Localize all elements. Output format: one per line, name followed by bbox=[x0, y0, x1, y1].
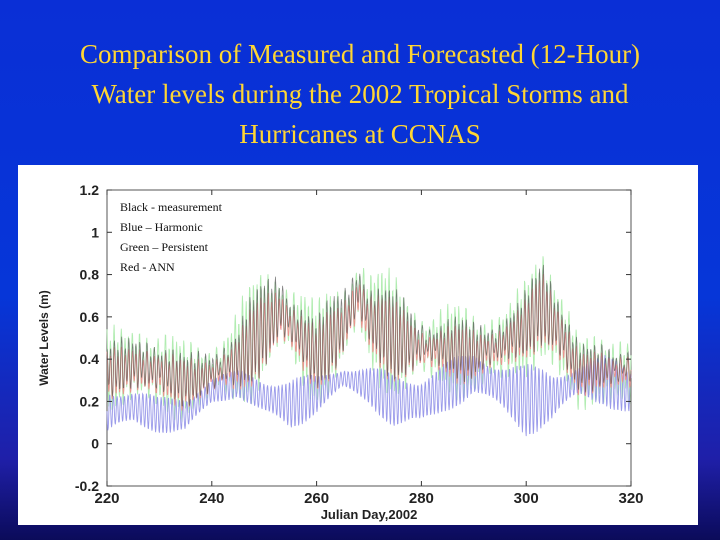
slide-title: Comparison of Measured and Forecasted (1… bbox=[10, 34, 710, 154]
x-tick-label: 220 bbox=[94, 490, 119, 507]
legend: Black - measurement Blue – Harmonic Gree… bbox=[120, 197, 222, 277]
y-tick-label: 0.2 bbox=[80, 393, 100, 409]
x-axis-title: Julian Day,2002 bbox=[321, 507, 418, 522]
y-tick-label: 0.4 bbox=[80, 351, 100, 367]
x-tick-label: 240 bbox=[199, 490, 224, 507]
legend-entry-measurement: Black - measurement bbox=[120, 200, 222, 214]
y-tick-label: -0.2 bbox=[75, 478, 99, 494]
legend-entry-ann: Red - ANN bbox=[120, 260, 175, 274]
title-line-2: Water levels during the 2002 Tropical St… bbox=[91, 79, 629, 109]
x-tick-label: 260 bbox=[304, 490, 329, 507]
y-tick-label: 0.8 bbox=[80, 267, 100, 283]
water-level-chart: 220 240 260 280 300 3201.210.80.60.40.20-0.2 … bbox=[37, 182, 644, 522]
y-tick-label: 1.2 bbox=[80, 182, 100, 198]
chart-panel: 220 240 260 280 300 320 1.2 1 0.8 0.6 0.4 0.2 0 -0.2 … bbox=[18, 165, 698, 525]
y-axis-title: Water Levels (m) bbox=[37, 290, 51, 386]
y-tick-label: 0.6 bbox=[80, 309, 100, 325]
series-line-harmonic bbox=[106, 355, 632, 437]
x-tick-label: 280 bbox=[409, 490, 434, 507]
y-tick-label: 1 bbox=[91, 224, 99, 240]
legend-entry-persistent: Green – Persistent bbox=[120, 240, 208, 254]
legend-entry-harmonic: Blue – Harmonic bbox=[120, 220, 203, 234]
x-tick-label: 300 bbox=[514, 490, 539, 507]
y-tick-label: 0 bbox=[91, 436, 99, 452]
title-line-1: Comparison of Measured and Forecasted (1… bbox=[79, 39, 641, 69]
series-layer bbox=[106, 256, 632, 437]
title-line-3: Hurricanes at CCNAS bbox=[239, 119, 481, 149]
series-line-measurement bbox=[106, 264, 632, 407]
x-tick-label: 320 bbox=[618, 490, 643, 507]
axes-layer: 220 240 260 280 300 320 1.2 1 0.8 0.6 0.4 0.2 0 -0.2 bbox=[75, 182, 644, 507]
